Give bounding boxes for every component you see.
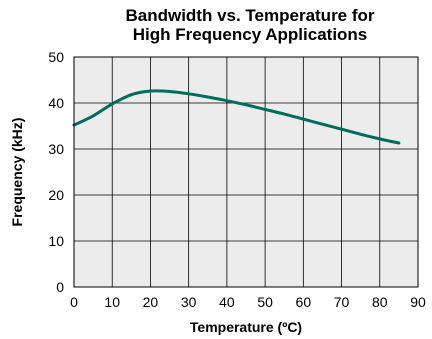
- x-tick-label: 10: [104, 294, 120, 310]
- y-tick-label: 0: [56, 279, 64, 295]
- x-axis-label: Temperature (ºC): [190, 319, 302, 335]
- y-axis-label: Frequency (kHz): [9, 118, 25, 227]
- y-tick-label: 30: [48, 141, 64, 157]
- y-tick-label: 20: [48, 187, 64, 203]
- x-tick-label: 20: [143, 294, 159, 310]
- plot-frame: [73, 56, 419, 288]
- plot-area: [74, 57, 418, 287]
- y-tick-label: 50: [48, 49, 64, 65]
- x-tick-label: 50: [257, 294, 273, 310]
- series-layer: [72, 89, 401, 145]
- x-tick-label: 30: [181, 294, 197, 310]
- x-tick-label: 70: [334, 294, 350, 310]
- y-axis-ticks: 0 10 20 30 40 50: [48, 49, 64, 295]
- x-tick-label: 90: [410, 294, 426, 310]
- chart-title-line-1: Bandwidth vs. Temperature for: [125, 6, 375, 25]
- y-tick-label: 40: [48, 95, 64, 111]
- x-tick-label: 80: [372, 294, 388, 310]
- chart-title-line-2: High Frequency Applications: [132, 25, 368, 44]
- series-line-0: [72, 89, 401, 145]
- chart-title: Bandwidth vs. Temperature for High Frequ…: [0, 6, 432, 44]
- y-tick-label: 10: [48, 233, 64, 249]
- x-tick-label: 40: [219, 294, 235, 310]
- x-tick-label: 0: [70, 294, 78, 310]
- x-axis-ticks: 0 10 20 30 40 50 60 70 80 90: [70, 294, 426, 310]
- x-tick-label: 60: [296, 294, 312, 310]
